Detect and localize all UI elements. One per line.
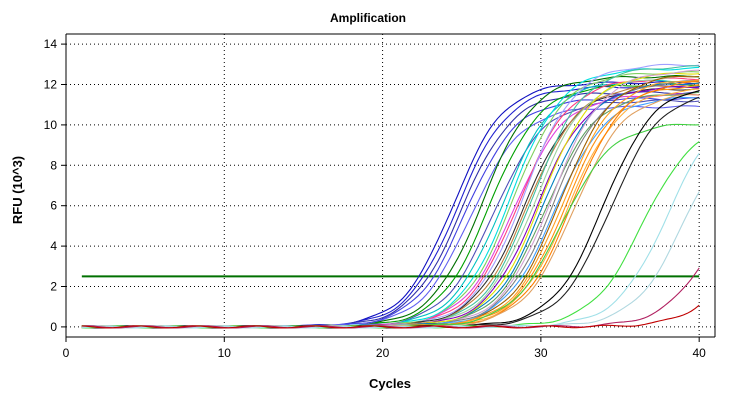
series-layer — [81, 63, 700, 329]
chart-title: Amplification — [330, 11, 406, 25]
x-axis-label: Cycles — [369, 376, 411, 391]
x-tick-label: 30 — [534, 346, 548, 360]
series-line — [81, 304, 700, 329]
y-tick-label: 4 — [50, 239, 57, 253]
x-tick-label: 0 — [63, 346, 70, 360]
y-tick-label: 0 — [50, 320, 57, 334]
x-tick-label: 40 — [692, 346, 706, 360]
y-tick-label: 6 — [50, 199, 57, 213]
x-tick-label: 10 — [218, 346, 232, 360]
y-tick-label: 2 — [50, 280, 57, 294]
y-tick-label: 14 — [44, 37, 58, 51]
y-tick-label: 8 — [50, 158, 57, 172]
y-tick-label: 12 — [44, 78, 58, 92]
axis-layer: 0 10 20 30 40 0 2 4 6 8 10 12 14 — [44, 33, 716, 360]
y-tick-label: 10 — [44, 118, 58, 132]
x-tick-label: 20 — [376, 346, 390, 360]
y-axis-label: RFU (10^3) — [10, 156, 25, 224]
